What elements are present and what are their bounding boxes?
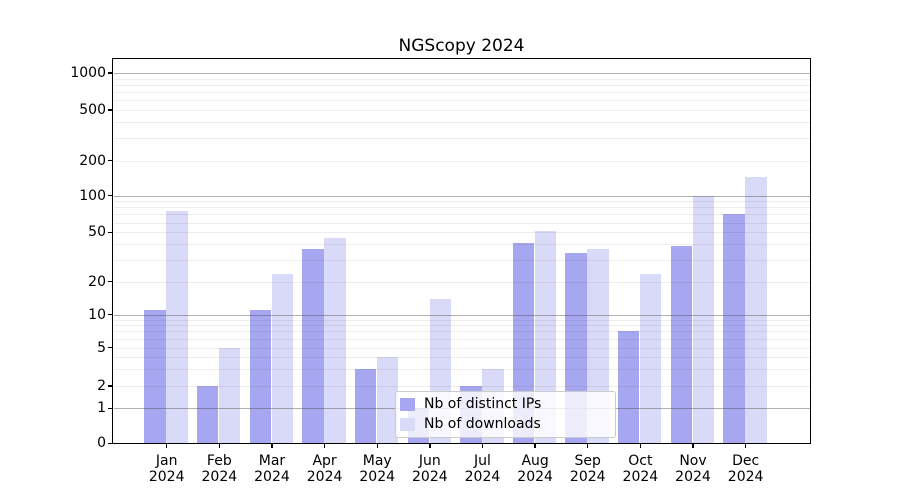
x-tick-mark — [744, 443, 747, 449]
y-tick-mark — [108, 109, 113, 111]
y-tick-mark — [108, 313, 113, 316]
legend-label-ips: Nb of distinct IPs — [424, 396, 542, 412]
minor-gridline — [113, 110, 810, 111]
x-tick-label: Jul 2024 — [464, 453, 501, 486]
minor-gridline — [113, 122, 810, 124]
x-tick-mark — [166, 443, 168, 449]
y-tick-label: 0 — [97, 435, 106, 452]
y-tick-label: 50 — [88, 224, 106, 241]
y-tick-label: 100 — [79, 187, 106, 204]
bar-downloads-oct — [640, 274, 662, 444]
bar-distinct-ips-apr — [302, 248, 324, 444]
minor-gridline — [113, 92, 810, 94]
legend: Nb of distinct IPs Nb of downloads — [395, 390, 616, 438]
legend-swatch-downloads — [400, 417, 415, 431]
x-tick-mark — [692, 443, 694, 449]
y-tick-mark — [108, 442, 113, 444]
x-tick-mark — [376, 443, 378, 449]
y-tick-mark — [108, 194, 113, 197]
y-tick-label: 500 — [79, 102, 106, 118]
bar-distinct-ips-mar — [249, 309, 272, 444]
bar-distinct-ips-may — [354, 368, 377, 444]
y-tick-mark — [108, 346, 113, 349]
minor-gridline — [113, 78, 810, 80]
x-tick-label: Sep 2024 — [569, 453, 606, 486]
y-tick-label: 2 — [97, 378, 106, 394]
bar-distinct-ips-oct — [618, 331, 640, 444]
bar-downloads-mar — [271, 274, 294, 444]
y-tick-mark — [108, 385, 113, 387]
bar-distinct-ips-jan — [144, 309, 166, 444]
x-tick-mark — [271, 443, 273, 449]
y-tick-mark — [108, 159, 113, 162]
bar-distinct-ips-feb — [197, 386, 219, 444]
bar-downloads-aug — [534, 231, 557, 444]
x-tick-label: Jun 2024 — [412, 453, 448, 486]
x-tick-mark — [323, 443, 326, 449]
y-tick-mark — [108, 72, 113, 74]
x-tick-mark — [639, 443, 642, 449]
legend-label-downloads: Nb of downloads — [424, 416, 541, 432]
y-tick-mark — [108, 231, 113, 233]
legend-item-distinct-ips: Nb of distinct IPs — [400, 396, 606, 412]
x-tick-label: Apr 2024 — [306, 453, 343, 486]
x-tick-label: Dec 2024 — [727, 453, 764, 486]
legend-item-downloads: Nb of downloads — [400, 416, 606, 432]
bar-downloads-jan — [166, 210, 188, 444]
bar-downloads-feb — [219, 347, 241, 444]
x-tick-label: Oct 2024 — [622, 453, 659, 486]
bar-distinct-ips-nov — [670, 245, 693, 444]
bar-downloads-may — [376, 356, 399, 444]
x-tick-mark — [534, 443, 536, 449]
x-tick-mark — [481, 443, 484, 449]
x-tick-label: Mar 2024 — [254, 453, 290, 486]
minor-gridline — [113, 84, 810, 86]
bar-downloads-apr — [324, 237, 346, 444]
x-tick-label: Nov 2024 — [675, 453, 711, 486]
minor-gridline — [113, 100, 810, 102]
x-tick-mark — [587, 443, 589, 449]
legend-swatch-ips — [400, 397, 415, 411]
x-tick-label: Aug 2024 — [517, 453, 553, 486]
minor-gridline — [113, 160, 810, 162]
y-tick-label: 1 — [97, 400, 106, 417]
y-tick-mark — [108, 281, 113, 283]
y-tick-label: 200 — [79, 152, 106, 169]
x-tick-mark — [218, 443, 221, 449]
x-tick-label: Feb 2024 — [201, 453, 238, 486]
bar-downloads-nov — [692, 195, 715, 444]
bar-distinct-ips-dec — [723, 214, 745, 444]
major-gridline — [113, 73, 810, 74]
y-tick-label: 20 — [88, 273, 106, 290]
bar-downloads-dec — [745, 176, 767, 444]
minor-gridline — [113, 138, 810, 140]
x-tick-label: May 2024 — [359, 453, 396, 486]
x-tick-mark — [429, 443, 431, 449]
y-tick-mark — [108, 407, 113, 409]
x-tick-label: Jan 2024 — [148, 453, 185, 486]
y-tick-label: 1000 — [70, 65, 106, 81]
y-tick-label: 10 — [88, 306, 106, 323]
chart-title: NGScopy 2024 — [398, 36, 525, 56]
y-tick-label: 5 — [97, 339, 106, 356]
